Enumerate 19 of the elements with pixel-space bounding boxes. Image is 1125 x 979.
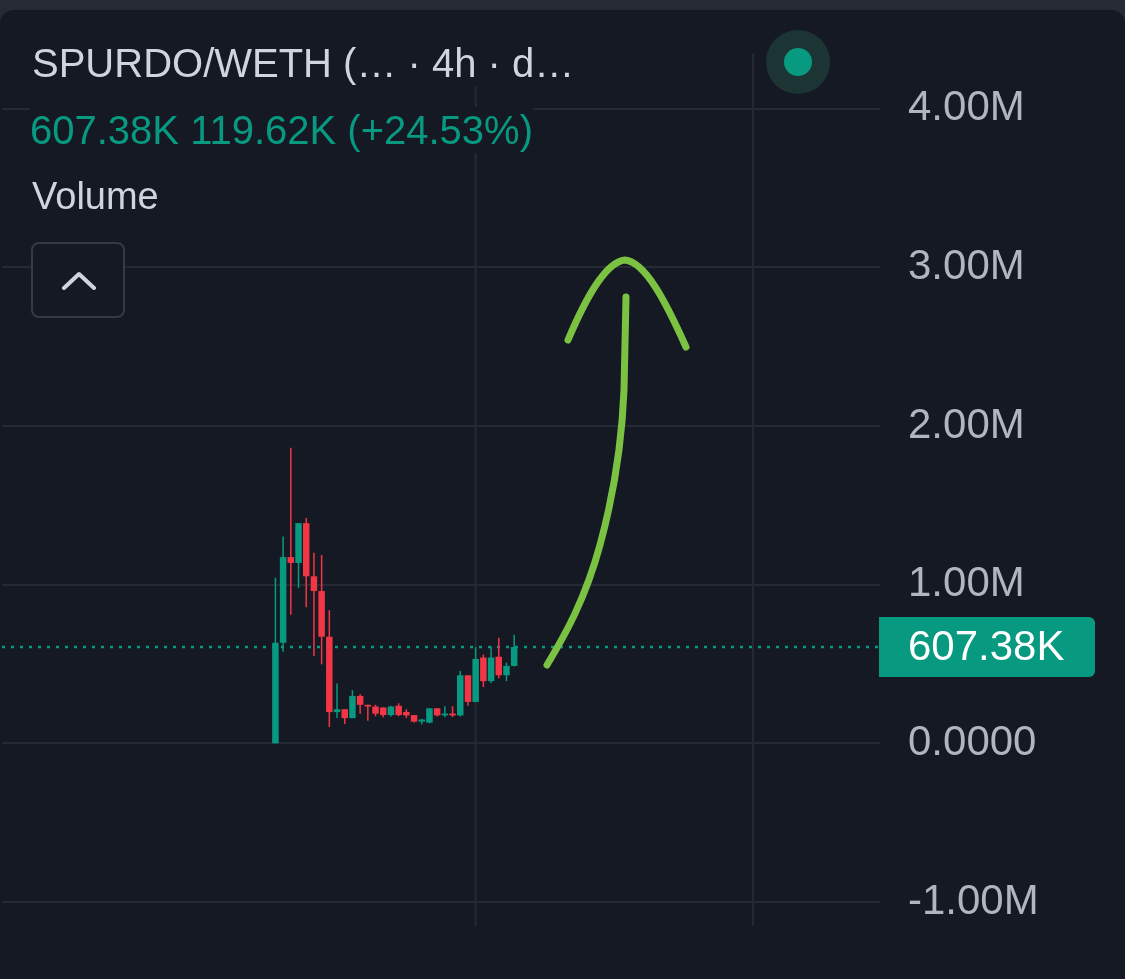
candlestick (287, 447, 295, 616)
candlestick (356, 693, 364, 715)
y-tick-label: 1.00M (908, 558, 1025, 606)
annotation: Volume (32, 175, 159, 219)
toggle-button[interactable] (31, 242, 125, 318)
text: 607.38K 119.62K (+24.53%) (30, 107, 533, 153)
y-tick-label: 2.00M (908, 399, 1025, 447)
ref-line-label: 607.38K (908, 621, 1065, 669)
candlestick (503, 661, 510, 682)
candlestick (364, 704, 372, 722)
y-tick-label: 4.00M (908, 82, 1025, 130)
candlestick (310, 551, 318, 657)
y-tick-label: 3.00M (908, 240, 1025, 288)
y-tick-label: 0.0000 (908, 716, 1037, 764)
y-tick-label: -1.00M (908, 875, 1039, 923)
candlestick (349, 689, 356, 719)
candlestick (480, 653, 487, 688)
chart-title: SPURDO/WETH (… · 4h · d… (32, 40, 575, 86)
candlestick (333, 682, 341, 719)
